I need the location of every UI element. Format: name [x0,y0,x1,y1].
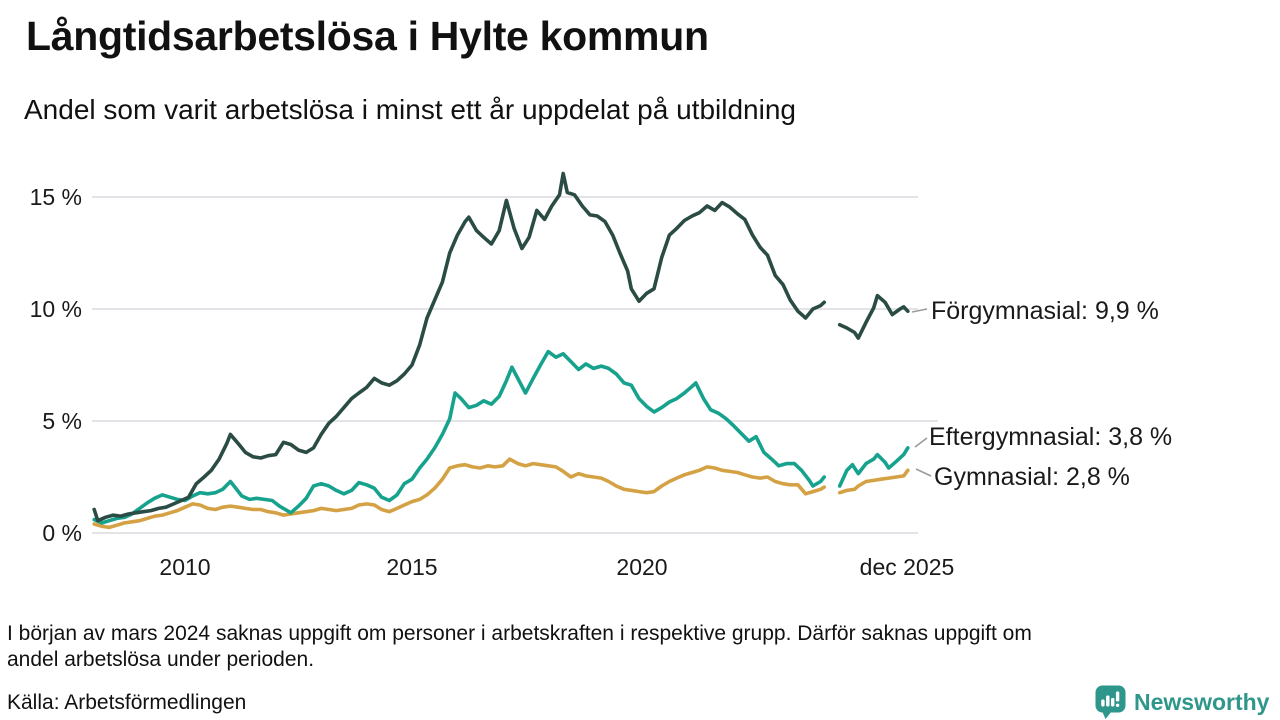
y-axis-tick-label-10: 10 % [30,296,82,322]
footnote-line-2: andel arbetslösa under perioden. [7,648,315,671]
newsworthy-logo: Newsworthy [1095,685,1269,719]
series-line-frgymnasial [92,171,910,523]
connector-gymnasial [915,468,932,477]
chart-title: Långtidsarbetslösa i Hylte kommun [26,13,709,59]
x-axis-tick-label-2015: 2015 [386,554,437,580]
connector-eftergymnasial [914,437,928,448]
footnote-line-1: I början av mars 2024 saknas uppgift om … [7,622,1032,645]
source-caption: Källa: Arbetsförmedlingen [7,691,247,714]
newsworthy-logo-text: Newsworthy [1134,688,1270,715]
series-line-eftergymnasial [92,349,910,525]
connector-forgymnasial [911,308,928,313]
y-axis-tick-label-15: 15 % [30,184,82,210]
logo-pin-tail [1102,711,1112,719]
series-layer [92,171,910,530]
logo-bars-glyph [1101,691,1120,707]
series-end-label-eftergymnasial: Eftergymnasial: 3,8 % [929,423,1173,451]
x-axis-tick-label-2010: 2010 [159,554,210,580]
y-axis-tick-label-5: 5 % [42,408,82,434]
x-axis-tick-label-dec-2025: dec 2025 [860,554,955,580]
newsworthy-logo-icon [1095,685,1126,719]
y-axis-tick-label-0: 0 % [42,520,82,546]
series-end-label-gymnasial: Gymnasial: 2,8 % [934,463,1130,491]
chart-subtitle: Andel som varit arbetslösa i minst ett å… [24,94,796,125]
x-axis-tick-label-2020: 2020 [616,554,667,580]
series-end-label-forgymnasial: Förgymnasial: 9,9 % [931,297,1159,325]
series-line-gymnasial [92,457,910,530]
